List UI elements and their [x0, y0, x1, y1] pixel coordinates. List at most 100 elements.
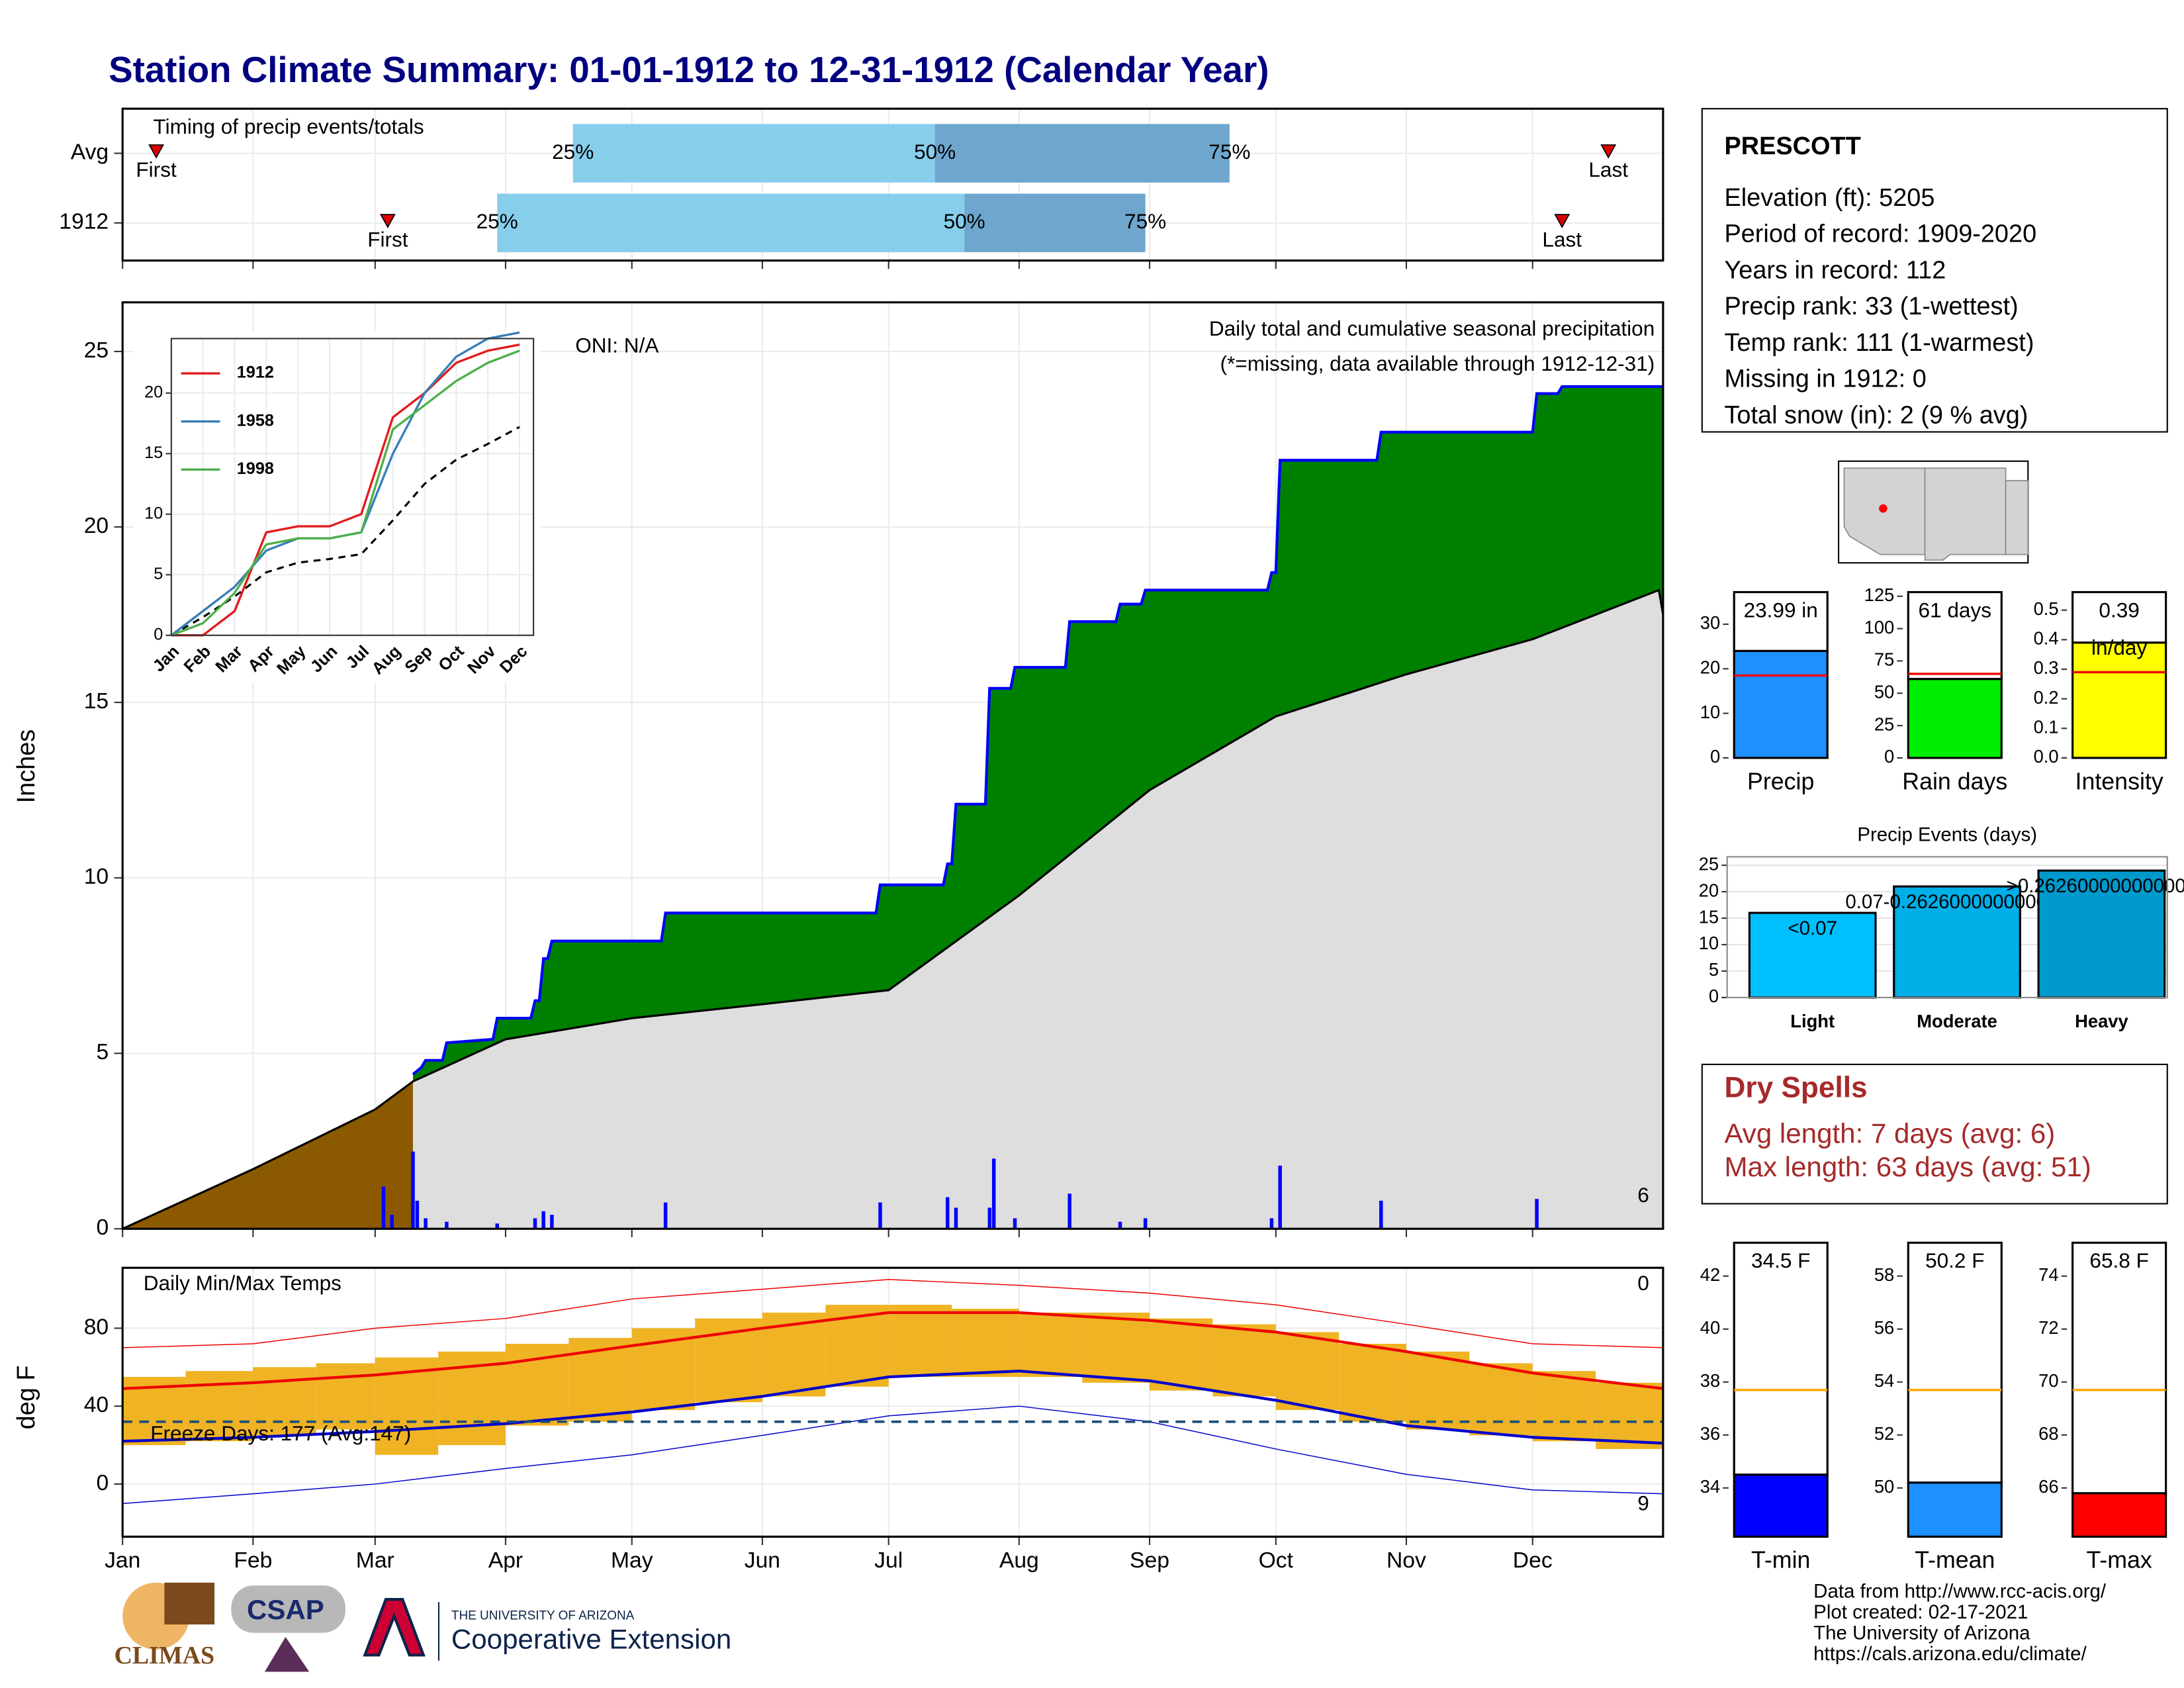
credit-line: Data from http://www.rcc-acis.org/	[1813, 1580, 2107, 1602]
annotation: Freeze Days: 177 (Avg:147)	[150, 1421, 411, 1445]
y-tick-label: 0.4	[2034, 628, 2059, 649]
station-frame	[1701, 108, 2168, 433]
station-line: Elevation (ft): 5205	[1724, 184, 1934, 212]
y-axis-label: deg F	[13, 1366, 40, 1430]
bar	[2071, 641, 2167, 759]
event-label: Last	[1542, 227, 1582, 251]
percentile-label: 75%	[1208, 140, 1250, 164]
station-line: Total snow (in): 2 (9 % avg)	[1724, 401, 2028, 429]
category-label: T-min	[1751, 1547, 1810, 1573]
row-label: Avg	[71, 140, 109, 164]
event-marker	[1600, 144, 1617, 159]
climas-shape	[164, 1582, 215, 1624]
y-tick-label: 50	[1874, 1476, 1894, 1497]
y-tick-label: 10	[1700, 702, 1720, 722]
y-tick-label: 20	[1700, 657, 1720, 678]
y-tick-label: 25	[1699, 853, 1719, 874]
daily-bar	[663, 1202, 668, 1229]
value-box	[1907, 1241, 2003, 1484]
range-label: 0.07-0.262600000000002	[1845, 891, 2068, 913]
state-nm	[1924, 467, 2007, 561]
category-label: T-mean	[1915, 1547, 1995, 1573]
chart-subtitle: (*=missing, data available through 1912-…	[1220, 352, 1655, 375]
timing-segment	[934, 124, 1230, 183]
daily-bar	[878, 1202, 882, 1229]
value-label: 0.39	[2099, 598, 2139, 622]
y-tick-label: 10	[84, 865, 109, 889]
low-note: 9	[1637, 1491, 1649, 1515]
category-label: Precip	[1747, 768, 1814, 794]
y-tick-label: 0.0	[2034, 746, 2059, 767]
y-tick-label: 72	[2038, 1317, 2058, 1338]
y-tick-label: 80	[84, 1315, 109, 1339]
value-box	[2071, 1241, 2167, 1495]
y-tick-label: 34	[1700, 1476, 1720, 1497]
y-tick-label: 5	[1709, 959, 1719, 980]
daily-bar	[1269, 1218, 1274, 1229]
daily-range	[1082, 1312, 1150, 1383]
value-box	[1907, 590, 2003, 680]
category-label: Heavy	[2075, 1011, 2128, 1031]
logo-text: Cooperative Extension	[451, 1623, 731, 1654]
csap-mountain	[264, 1636, 310, 1672]
y-tick-label: 68	[2038, 1423, 2058, 1444]
event-marker	[1554, 214, 1570, 228]
y-tick-label: 56	[1874, 1317, 1894, 1338]
normal-min-line	[122, 1370, 1663, 1445]
y-tick-label: 20	[1699, 880, 1719, 900]
daily-bar	[390, 1215, 394, 1229]
dry-title: Dry Spells	[1724, 1072, 1867, 1104]
y-tick-label: 75	[1874, 649, 1894, 670]
surplus-area	[413, 386, 1663, 1082]
inset-frame	[170, 338, 535, 636]
event-marker	[148, 144, 165, 159]
category-label: Intensity	[2075, 768, 2163, 794]
panel-frame	[1726, 856, 2168, 998]
average-line	[122, 588, 1664, 1230]
y-tick-label: 0	[1709, 986, 1719, 1006]
station-line: Missing in 1912: 0	[1724, 365, 1926, 393]
percentile-label: 75%	[1124, 209, 1166, 233]
daily-bar	[945, 1197, 950, 1229]
station-name: PRESCOTT	[1724, 132, 1860, 160]
x-tick-label: Jan	[105, 1548, 140, 1573]
daily-bar	[987, 1207, 992, 1229]
unit-label: in/day	[2091, 635, 2147, 659]
timing-segment	[572, 124, 935, 183]
y-tick-label: 74	[2038, 1264, 2058, 1285]
y-axis-label: Inches	[13, 729, 40, 804]
timing-segment	[497, 193, 965, 252]
station-dot	[1879, 504, 1888, 513]
daily-range	[1406, 1351, 1470, 1430]
x-tick-label: Dec	[1513, 1548, 1553, 1573]
row-label: 1912	[59, 210, 109, 234]
panel-title: Timing of precip events/totals	[154, 115, 424, 138]
state-tx	[2005, 480, 2029, 555]
y-tick-label: 38	[1700, 1370, 1720, 1391]
y-tick-label: 25	[1874, 714, 1894, 734]
event-marker	[379, 214, 396, 228]
station-line: Precip rank: 33 (1-wettest)	[1724, 293, 2018, 320]
value-box	[2071, 590, 2167, 644]
event-label: Last	[1588, 158, 1628, 181]
daily-bar	[381, 1186, 386, 1229]
y-tick-label: 0	[154, 625, 163, 643]
y-tick-label: 0	[1710, 746, 1720, 767]
daily-bar	[1535, 1199, 1539, 1229]
range-label: <0.07	[1788, 917, 1837, 939]
average-area	[413, 590, 1663, 1229]
y-tick-label: 54	[1874, 1370, 1894, 1391]
y-tick-label: 125	[1864, 585, 1895, 605]
record-high-line	[122, 1279, 1663, 1348]
record-low-line	[122, 1405, 1663, 1505]
percentile-label: 25%	[477, 209, 518, 233]
y-tick-label: 58	[1874, 1264, 1894, 1285]
panel-frame	[121, 301, 1664, 1230]
daily-bar	[954, 1207, 958, 1229]
category-label: Light	[1790, 1011, 1835, 1031]
legend-label: 1958	[237, 411, 274, 430]
y-tick-label: 10	[1699, 933, 1719, 953]
daily-bar	[424, 1218, 428, 1229]
page-title: Station Climate Summary: 01-01-1912 to 1…	[109, 49, 1269, 90]
daily-bar	[1013, 1218, 1017, 1229]
